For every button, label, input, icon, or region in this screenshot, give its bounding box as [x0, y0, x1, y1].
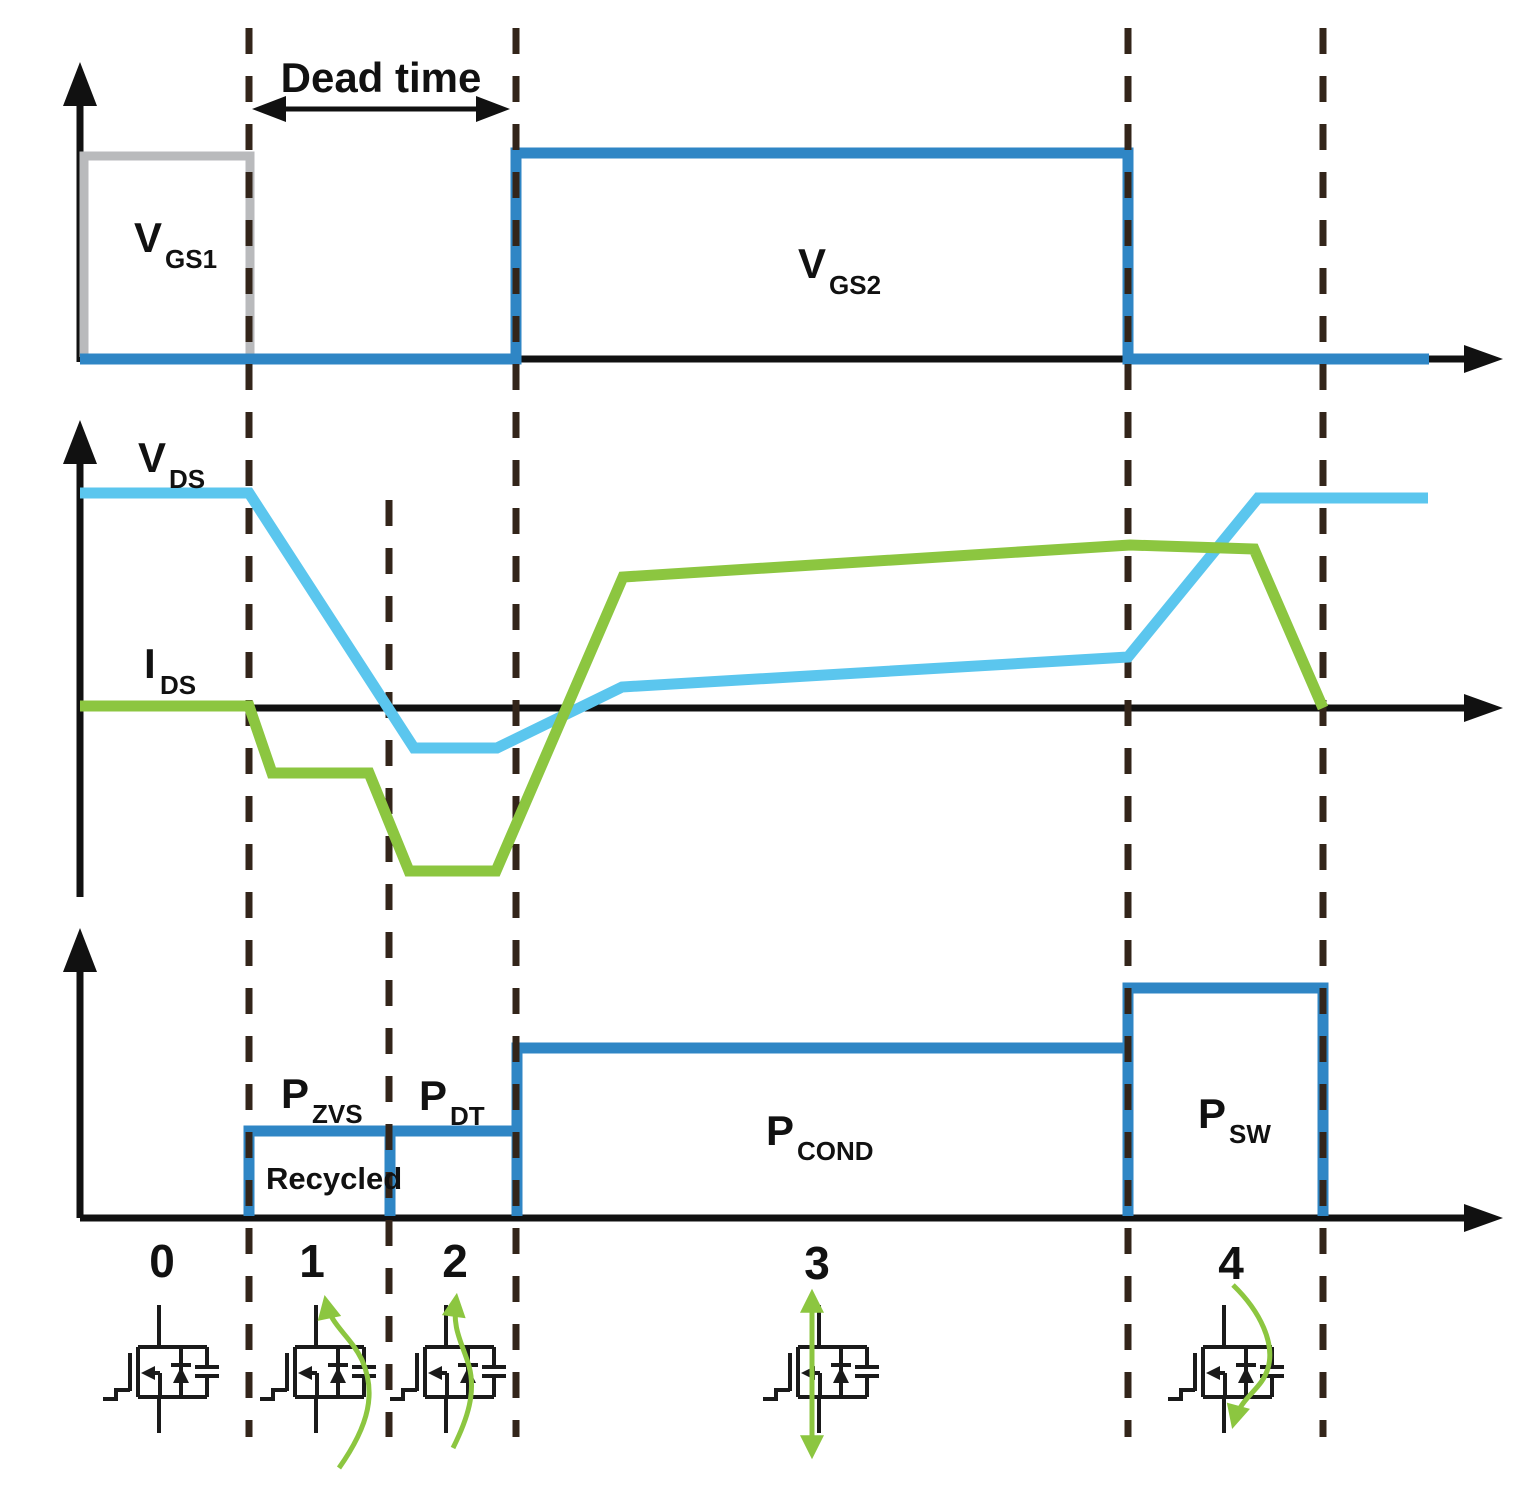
pcond-subscript: COND [797, 1136, 874, 1166]
interval-label-0: 0 [149, 1235, 175, 1287]
dead-time-label: Dead time [281, 54, 482, 101]
dead-time-right-arrow-icon [476, 96, 510, 122]
mid-y-axis-arrow-icon [63, 420, 97, 464]
recycled-label: Recycled [266, 1161, 402, 1196]
series-power-steps [243, 982, 1329, 1216]
waveform-curves-layer [80, 487, 1428, 877]
vgs1-subscript: GS1 [165, 244, 217, 274]
dead-time-left-arrow-icon [252, 96, 286, 122]
interval-label-1: 1 [299, 1235, 325, 1287]
mid-x-axis-arrow-icon [1464, 694, 1503, 722]
vgs2-subscript: GS2 [829, 270, 881, 300]
series-VGS1-pulse [79, 151, 255, 357]
time-boundaries-layer [245, 28, 1327, 1437]
ids-subscript: DS [160, 670, 196, 700]
current-flow-arrow-interval-2 [441, 1292, 474, 1450]
pdt-subscript: DT [450, 1101, 485, 1131]
labels-layer: Dead time V GS1 V GS2 V DS I DS P ZVS Re… [134, 54, 1271, 1289]
mosfet-row [101, 1283, 1286, 1470]
current-flow-arrow-interval-1 [317, 1294, 372, 1470]
current-flow-arrow-interval-4 [1226, 1283, 1273, 1429]
series-VGS2-pulse [80, 147, 1429, 365]
pdt-label: P [419, 1072, 447, 1119]
mosfet-symbol-2 [388, 1303, 508, 1435]
vds-label: V [138, 434, 166, 481]
vgs1-label: V [134, 214, 162, 261]
ids-label: I [144, 640, 156, 687]
pzvs-label: P [281, 1070, 309, 1117]
series-IDS-curve [80, 539, 1329, 877]
bottom-x-axis-arrow-icon [1464, 1204, 1503, 1232]
psw-label: P [1198, 1090, 1226, 1137]
dead-time-arrow [252, 96, 510, 122]
interval-label-4: 4 [1218, 1237, 1244, 1289]
vgs2-label: V [798, 240, 826, 287]
pcond-label: P [766, 1107, 794, 1154]
mosfet-symbol-0 [101, 1303, 221, 1435]
psw-subscript: SW [1229, 1119, 1271, 1149]
top-x-axis-arrow-icon [1464, 345, 1503, 373]
mosfet-symbol-1 [258, 1303, 378, 1435]
top-y-axis-arrow-icon [63, 62, 97, 106]
vds-subscript: DS [169, 464, 205, 494]
bottom-y-axis-arrow-icon [63, 928, 97, 972]
mosfet-symbol-3 [761, 1303, 881, 1435]
interval-label-2: 2 [442, 1235, 468, 1287]
interval-label-3: 3 [804, 1237, 830, 1289]
pzvs-subscript: ZVS [312, 1099, 363, 1129]
axes-layer [63, 62, 1503, 1232]
